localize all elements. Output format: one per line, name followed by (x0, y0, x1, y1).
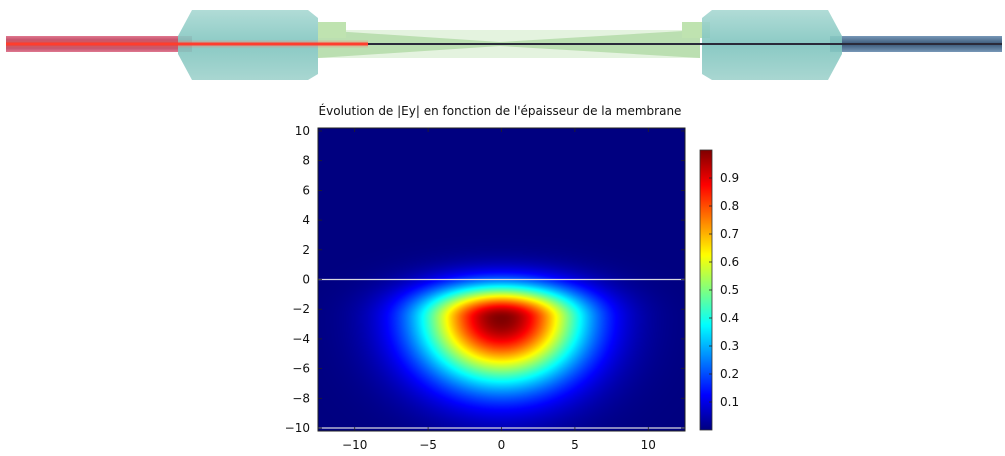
colorbar-tick-label: 0.3 (720, 339, 739, 353)
colorbar-tick-label: 0.4 (720, 311, 739, 325)
y-tick-label: −10 (285, 421, 310, 435)
x-axis: −10 −5 0 5 10 (342, 128, 656, 452)
x-tick-label: 10 (641, 438, 656, 452)
y-tick-label: −4 (292, 332, 310, 346)
colorbar-wrapper (700, 150, 712, 430)
y-tick-label: 6 (302, 183, 310, 197)
colorbar-tick-label: 0.7 (720, 227, 739, 241)
y-tick-label: 2 (302, 243, 310, 257)
y-tick-label: 8 (302, 154, 310, 168)
fiber-taper-illustration (6, 10, 1002, 80)
colorbar-tick-label: 0.5 (720, 283, 739, 297)
colorbar-tick-label: 0.9 (720, 171, 739, 185)
colorbar (700, 150, 712, 430)
colorbar-tick-label: 0.8 (720, 199, 739, 213)
x-tick-label: −5 (419, 438, 437, 452)
heatmap-figure: Évolution de |Ey| en fonction de l'épais… (285, 103, 739, 452)
colorbar-tick-label: 0.2 (720, 367, 739, 381)
y-tick-label: 4 (302, 213, 310, 227)
y-tick-label: −2 (292, 302, 310, 316)
colorbar-axis: 0.1 0.2 0.3 0.4 0.5 0.6 0.7 0.8 0.9 (709, 171, 739, 409)
y-tick-label: 10 (295, 124, 310, 138)
taper-block-left (318, 22, 346, 38)
y-tick-label: −8 (292, 391, 310, 405)
colorbar-tick-label: 0.6 (720, 255, 739, 269)
colorbar-tick-label: 0.1 (720, 395, 739, 409)
y-tick-label: −6 (292, 362, 310, 376)
x-tick-label: −10 (342, 438, 367, 452)
x-tick-label: 0 (498, 438, 506, 452)
y-tick-label: 0 (302, 273, 310, 287)
y-axis: 10 8 6 4 2 0 −2 −4 −6 −8 −10 (285, 124, 685, 435)
chart-title: Évolution de |Ey| en fonction de l'épais… (319, 103, 682, 118)
x-tick-label: 5 (571, 438, 579, 452)
